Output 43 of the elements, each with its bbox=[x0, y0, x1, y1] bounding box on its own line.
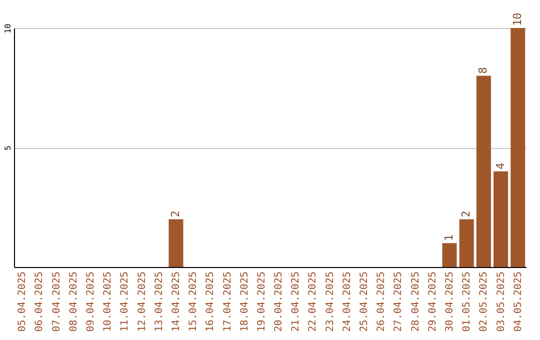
x-tick-label: 13.04.2025 bbox=[154, 272, 165, 332]
x-tick-label: 08.04.2025 bbox=[68, 272, 80, 332]
x-tick-label: 07.04.2025 bbox=[51, 272, 62, 332]
bar bbox=[494, 171, 508, 267]
data-label: 10 bbox=[510, 12, 524, 26]
x-tick-label: 12.04.2025 bbox=[136, 272, 148, 332]
data-label: 4 bbox=[494, 162, 507, 170]
x-tick-label: 26.04.2025 bbox=[376, 272, 388, 332]
x-tick-label: 11.04.2025 bbox=[120, 272, 131, 332]
x-tick-label: 23.04.2025 bbox=[324, 272, 336, 332]
data-label: 1 bbox=[442, 234, 456, 242]
x-tick-label: 29.04.2025 bbox=[427, 272, 438, 332]
x-tick-label: 24.04.2025 bbox=[342, 272, 353, 332]
data-label: 2 bbox=[460, 210, 473, 218]
x-tick-label: 20.04.2025 bbox=[274, 272, 285, 332]
x-tick-label: 25.04.2025 bbox=[359, 272, 370, 332]
x-tick-label: 27.04.2025 bbox=[393, 272, 404, 332]
x-tick-label: 16.04.2025 bbox=[205, 272, 216, 332]
x-tick-label: 15.04.2025 bbox=[188, 272, 200, 332]
x-tick-label: 05.04.2025 bbox=[17, 272, 28, 332]
x-tick-label: 14.04.2025 bbox=[170, 272, 182, 332]
data-label: 2 bbox=[168, 210, 182, 218]
x-tick-label: 19.04.2025 bbox=[256, 272, 268, 332]
bar bbox=[459, 219, 474, 267]
data-label: 8 bbox=[476, 67, 490, 74]
x-tick-label: 02.05.2025 bbox=[478, 272, 490, 332]
x-tick-label: 21.04.2025 bbox=[290, 272, 302, 332]
x-tick-label: 09.04.2025 bbox=[86, 272, 96, 332]
bar bbox=[510, 28, 526, 267]
bar bbox=[442, 243, 457, 267]
x-tick-label: 04.05.2025 bbox=[512, 272, 524, 332]
x-tick-label: 06.04.2025 bbox=[34, 272, 46, 332]
x-tick-label: 17.04.2025 bbox=[222, 272, 234, 332]
x-tick-label: 03.05.2025 bbox=[496, 272, 507, 332]
x-tick-label: 18.04.2025 bbox=[239, 272, 250, 332]
x-tick-label: 01.05.2025 bbox=[462, 272, 473, 332]
bar bbox=[168, 219, 184, 267]
x-tick-label: 30.04.2025 bbox=[444, 272, 456, 332]
x-tick-label: 22.04.2025 bbox=[308, 272, 319, 332]
y-tick-label: 5 bbox=[4, 145, 12, 150]
x-tick-label: 10.04.2025 bbox=[102, 272, 114, 332]
bar bbox=[476, 76, 491, 267]
x-tick-label: 28.04.2025 bbox=[410, 272, 422, 332]
